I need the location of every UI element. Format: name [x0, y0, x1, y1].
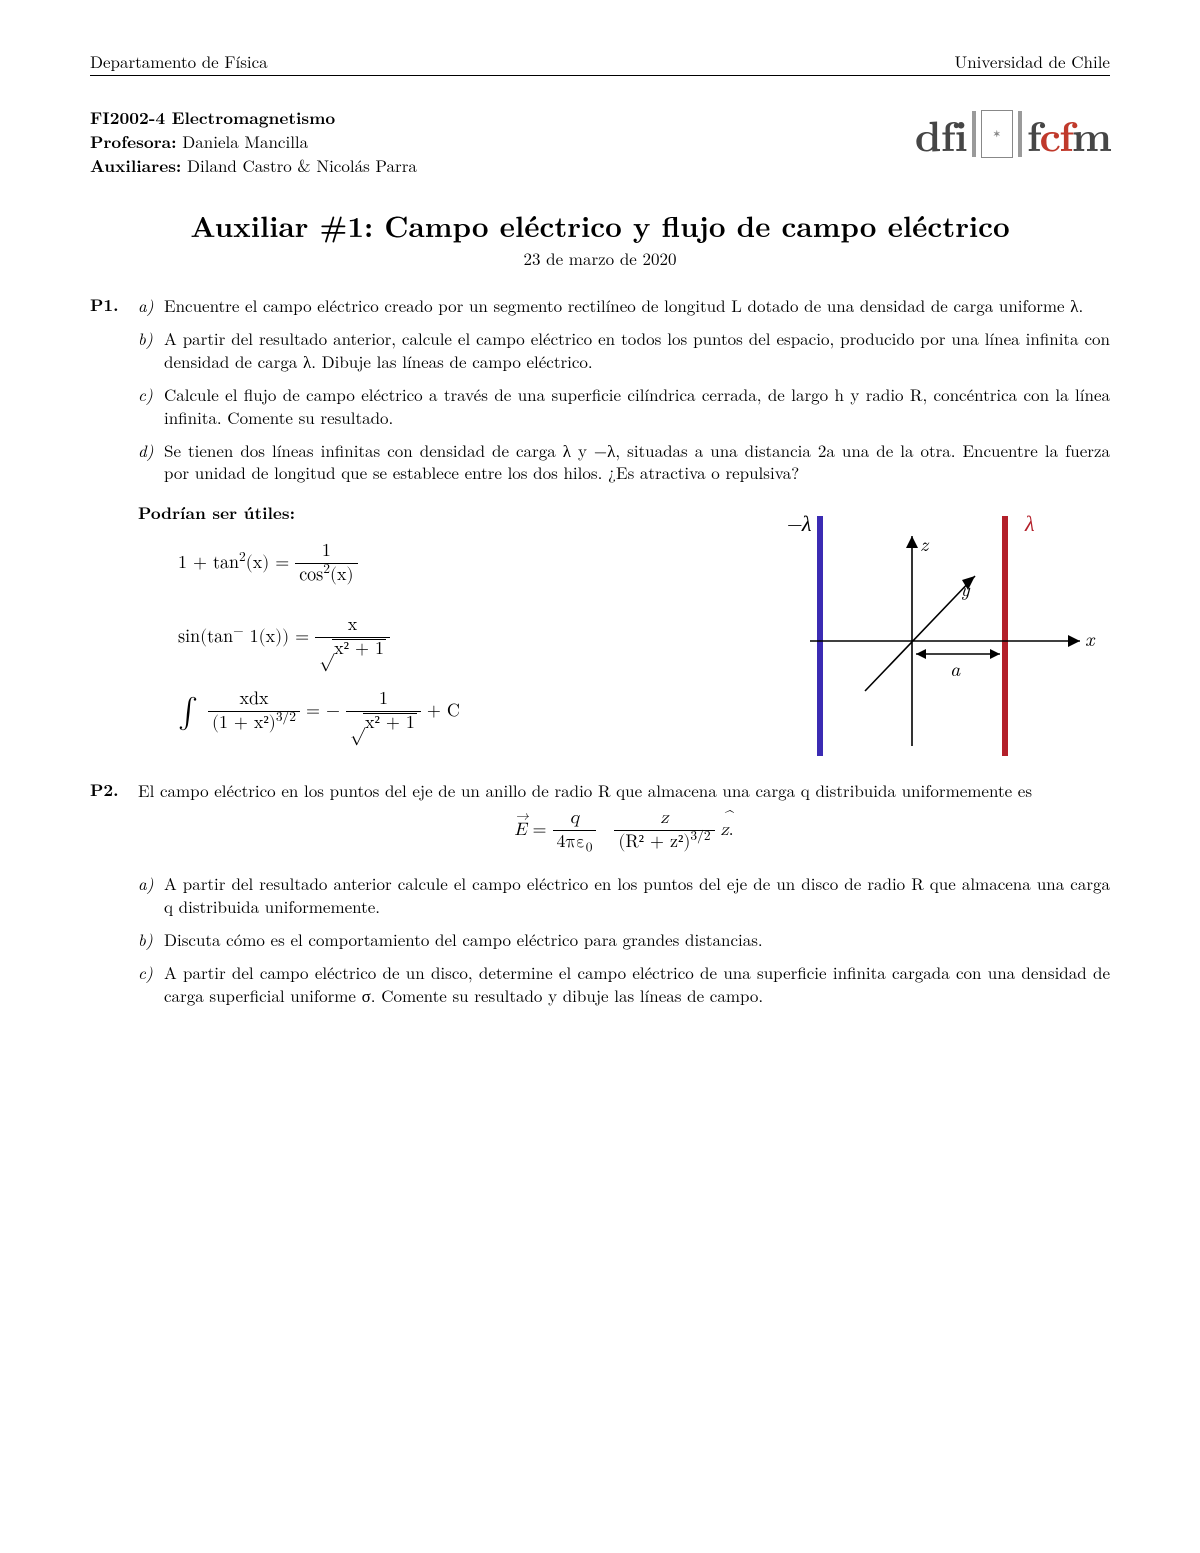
integral-icon: ∫ — [178, 692, 198, 733]
p2c-text: A partir del campo eléctrico de un disco… — [164, 961, 1110, 1007]
a-distance-label: a — [950, 653, 961, 682]
page-header: Departamento de Física Universidad de Ch… — [90, 50, 1110, 76]
p2-label: P2. — [90, 779, 138, 1017]
p1a-label: a) — [138, 294, 164, 317]
lambda-label: λ — [1024, 507, 1035, 538]
p1c-text: Calcule el flujo de campo eléctrico a tr… — [164, 383, 1110, 429]
p2a-label: a) — [138, 872, 164, 918]
p2b-text: Discuta cómo es el comportamiento del ca… — [164, 928, 1110, 951]
equation-2: sin(tan− 1(x)) = xx² + 1 — [178, 615, 750, 661]
aux-names: Diland Castro & Nicolás Parra — [187, 153, 417, 177]
p2a-text: A partir del resultado anterior calcule … — [164, 872, 1110, 918]
p1d-label: d) — [138, 439, 164, 485]
p1d-text: Se tienen dos líneas infinitas con densi… — [164, 439, 1110, 485]
document-title: Auxiliar #1: Campo eléctrico y flujo de … — [90, 206, 1110, 245]
p2-intro: El campo eléctrico en los puntos del eje… — [138, 779, 1110, 802]
x-axis-label: x — [1085, 623, 1096, 652]
equation-3: ∫ xdx(1 + x²)3/2 = − 1x² + 1 + C — [178, 689, 750, 735]
two-lines-diagram: −λ λ x z y a — [750, 496, 1110, 771]
logo-separator — [1018, 111, 1022, 157]
problem-2: P2. El campo eléctrico en los puntos del… — [90, 779, 1110, 1017]
p1b-text: A partir del resultado anterior, calcule… — [164, 327, 1110, 373]
document-date: 23 de marzo de 2020 — [90, 247, 1110, 270]
header-right: Universidad de Chile — [954, 50, 1110, 73]
z-axis-label: z — [920, 528, 930, 557]
useful-section: Podrían ser útiles: 1 + tan2(x) = 1cos2(… — [138, 496, 1110, 771]
logo-crest-icon: ✶ — [981, 110, 1013, 158]
aux-label: Auxiliares: — [90, 154, 181, 178]
logo-fcfm: fcfm — [1027, 106, 1110, 163]
p2b-label: b) — [138, 928, 164, 951]
prof-label: Profesora: — [90, 130, 177, 154]
logo-dfi: dfi — [915, 106, 967, 163]
course-info: FI2002-4 Electromagnetismo Profesora: Da… — [90, 106, 417, 178]
p1-label: P1. — [90, 294, 138, 772]
equation-1: 1 + tan2(x) = 1cos2(x) — [178, 541, 750, 587]
prof-name: Daniela Mancilla — [182, 129, 308, 153]
p2-equation: E = q4πε0 z(R² + z²)3/2 z. — [138, 808, 1110, 854]
problem-1: P1. a)Encuentre el campo eléctrico cread… — [90, 294, 1110, 772]
p2c-label: c) — [138, 961, 164, 1007]
course-code: FI2002-4 Electromagnetismo — [90, 106, 335, 130]
neg-lambda-label: −λ — [785, 507, 811, 538]
course-block: FI2002-4 Electromagnetismo Profesora: Da… — [90, 106, 1110, 178]
p1b-label: b) — [138, 327, 164, 373]
y-axis-label: y — [960, 573, 971, 602]
header-left: Departamento de Física — [90, 50, 268, 73]
p1a-text: Encuentre el campo eléctrico creado por … — [164, 294, 1110, 317]
logo-separator — [972, 111, 976, 157]
p1c-label: c) — [138, 383, 164, 429]
useful-title: Podrían ser útiles: — [138, 502, 750, 525]
logo-block: dfi ✶ fcfm — [915, 106, 1110, 163]
